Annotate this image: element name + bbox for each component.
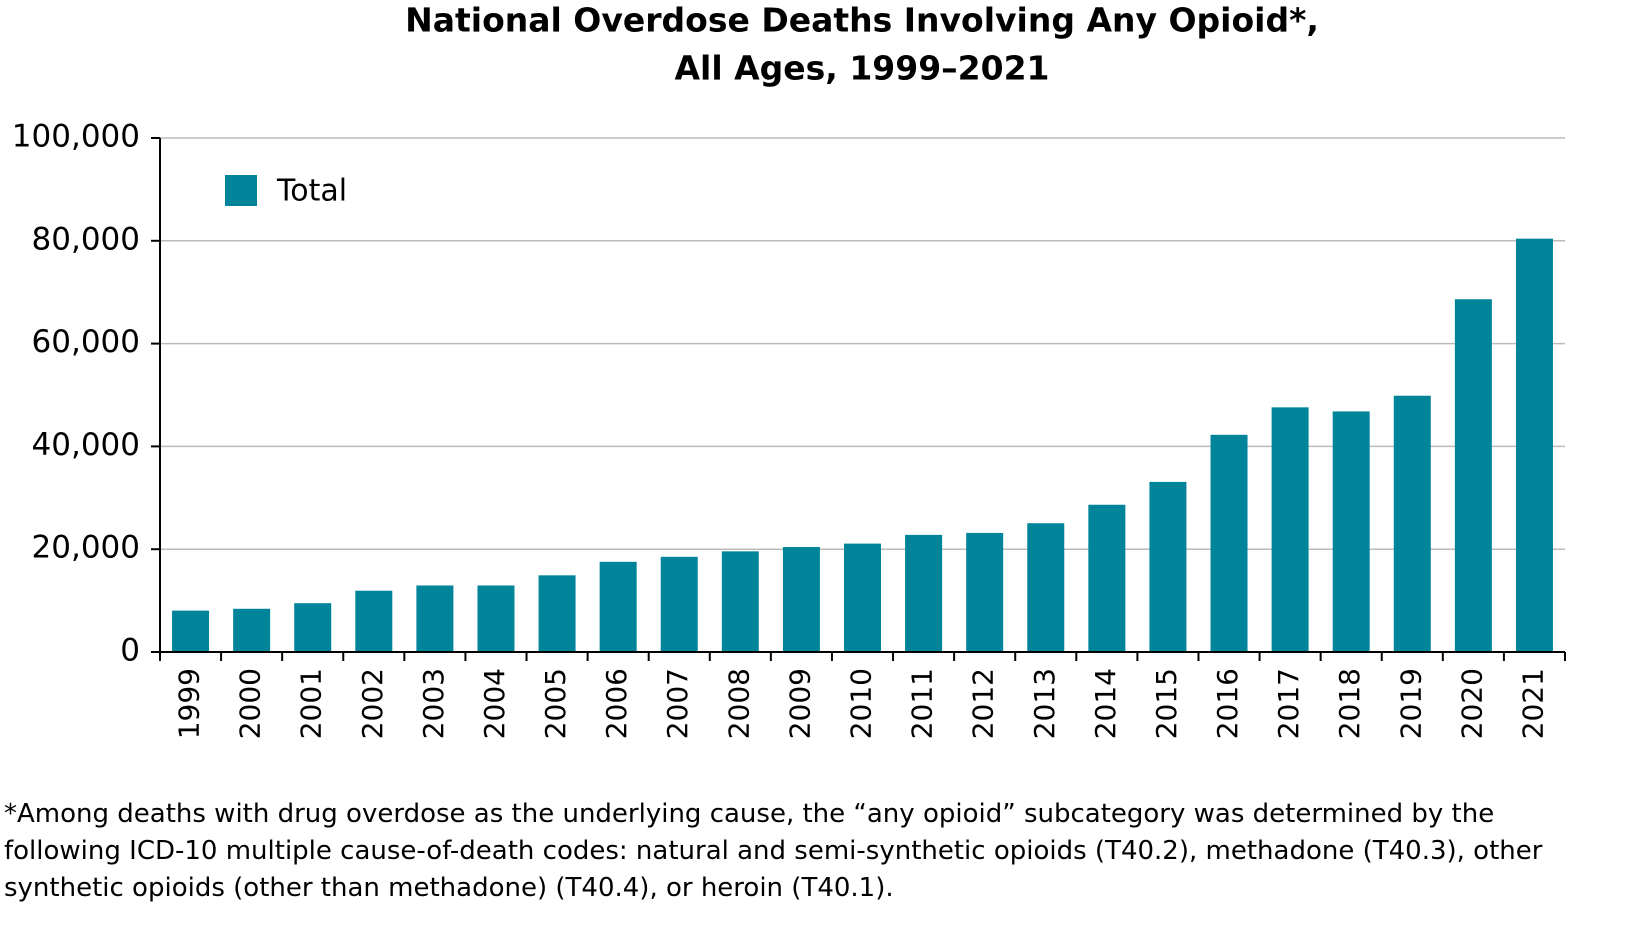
chart-title: National Overdose Deaths Involving Any O… — [405, 1, 1319, 40]
chart-title: All Ages, 1999–2021 — [674, 49, 1049, 88]
bar — [1332, 411, 1370, 652]
bar — [905, 534, 943, 652]
x-tick-label: 2000 — [234, 668, 267, 739]
x-tick-label: 2012 — [967, 668, 1000, 739]
x-tick-label: 2004 — [478, 668, 511, 739]
footnote: *Among deaths with drug overdose as the … — [4, 799, 1543, 903]
x-tick-label: 2005 — [539, 668, 572, 739]
x-tick-label: 2010 — [845, 668, 878, 739]
x-tick-label: 2018 — [1333, 668, 1366, 739]
bar — [1149, 481, 1187, 652]
x-tick-label: 2009 — [783, 668, 816, 739]
legend-label: Total — [276, 174, 347, 209]
bar — [1454, 299, 1492, 652]
y-tick-label: 60,000 — [32, 324, 140, 360]
y-tick-label: 40,000 — [32, 427, 140, 463]
bar — [172, 610, 210, 652]
y-tick-label: 20,000 — [32, 530, 140, 566]
bar — [1027, 523, 1065, 652]
bar — [538, 575, 576, 652]
bar — [660, 556, 698, 652]
x-tick-label: 2008 — [722, 668, 755, 739]
y-tick-label: 100,000 — [12, 119, 140, 155]
bar — [1393, 395, 1431, 652]
legend-swatch — [225, 175, 257, 206]
x-tick-label: 2007 — [661, 668, 694, 739]
x-tick-label: 1999 — [173, 668, 206, 739]
x-tick-label: 2001 — [295, 668, 328, 739]
bar — [844, 543, 881, 652]
bar — [294, 603, 332, 652]
bar — [1088, 504, 1126, 652]
bar — [477, 585, 515, 652]
bar — [233, 608, 271, 652]
bar — [966, 532, 1004, 652]
x-tick-label: 2019 — [1394, 668, 1427, 739]
x-tick-label: 2002 — [356, 668, 389, 739]
bar — [355, 590, 393, 652]
bar — [782, 547, 820, 652]
x-tick-label: 2003 — [417, 668, 450, 739]
bar — [599, 561, 637, 652]
bar — [1210, 434, 1248, 652]
x-tick-label: 2015 — [1150, 668, 1183, 739]
y-tick-label: 0 — [120, 633, 140, 669]
x-tick-label: 2011 — [906, 668, 939, 739]
bar — [1515, 238, 1553, 653]
bar — [721, 551, 759, 652]
y-tick-label: 80,000 — [32, 221, 140, 257]
x-tick-label: 2017 — [1272, 668, 1305, 739]
x-tick-label: 2014 — [1089, 668, 1122, 739]
x-tick-label: 2013 — [1028, 668, 1061, 739]
x-tick-label: 2006 — [600, 668, 633, 739]
x-tick-label: 2016 — [1211, 668, 1244, 739]
bar — [1271, 407, 1309, 652]
x-tick-label: 2021 — [1516, 668, 1549, 739]
bar — [416, 585, 454, 652]
x-tick-label: 2020 — [1455, 668, 1488, 739]
